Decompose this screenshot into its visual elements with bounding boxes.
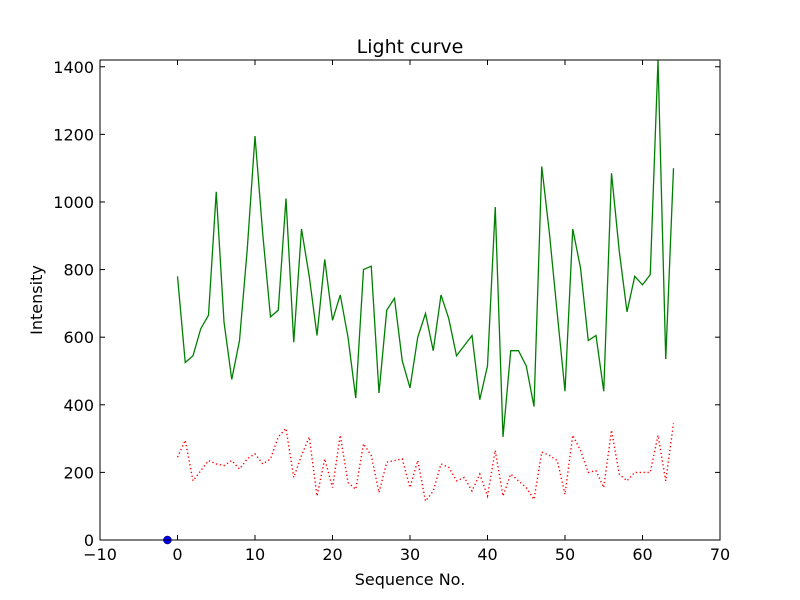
y-tick-label-5: 1000 — [53, 193, 94, 212]
x-tick-label-6: 50 — [555, 545, 575, 564]
x-tick-label-5: 40 — [477, 545, 497, 564]
series-0-line — [176, 59, 675, 437]
tick-layer: −10 0 10 20 30 40 50 60 700200400600800100012001… — [53, 58, 730, 564]
x-tick-label-3: 20 — [322, 545, 342, 564]
y-tick-label-4: 800 — [63, 261, 94, 280]
x-tick-label-7: 60 — [632, 545, 652, 564]
x-tick-label-8: 70 — [710, 545, 730, 564]
x-tick-label-1: 0 — [172, 545, 182, 564]
y-tick-label-7: 1400 — [53, 58, 94, 77]
y-axis-title: Intensity — [27, 265, 46, 335]
y-tick-label-2: 400 — [63, 396, 94, 415]
y-tick-label-0: 0 — [84, 531, 94, 550]
y-tick-label-3: 600 — [63, 328, 94, 347]
y-tick-label-1: 200 — [63, 463, 94, 482]
x-tick-label-2: 10 — [245, 545, 265, 564]
x-tick-label-0: −10 — [83, 545, 117, 564]
chart-title: Light curve — [357, 36, 464, 58]
x-axis-title: Sequence No. — [355, 570, 466, 589]
series-1-line — [176, 423, 675, 503]
x-tick-label-4: 30 — [400, 545, 420, 564]
y-tick-label-6: 1200 — [53, 125, 94, 144]
